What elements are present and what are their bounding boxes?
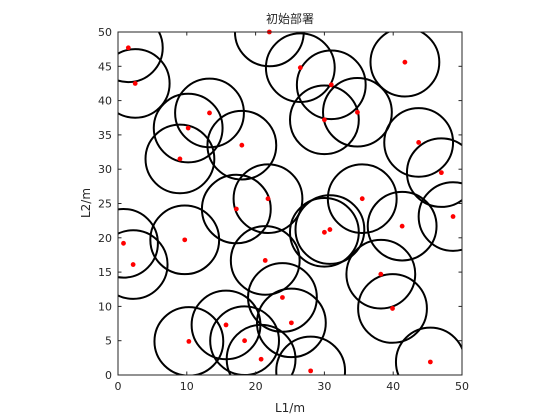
sensor-node-point — [399, 223, 405, 229]
coverage-circle — [118, 32, 164, 84]
sensor-node-point — [182, 237, 188, 243]
coverage-circle — [144, 123, 216, 195]
coverage-circle — [255, 287, 327, 359]
coverage-circle — [289, 197, 360, 268]
sensor-node-point — [242, 338, 247, 344]
sensor-node-point — [402, 59, 408, 65]
sensor-node-point — [308, 368, 314, 374]
sensor-node-point — [416, 140, 422, 145]
sensor-node-point — [239, 142, 245, 148]
sensor-node-point — [378, 271, 384, 277]
y-tick-label: 20 — [98, 232, 112, 245]
sensor-node-point — [258, 356, 264, 362]
coverage-circle — [295, 49, 367, 121]
y-tick-label: 0 — [105, 369, 112, 382]
sensor-node-point — [223, 322, 229, 328]
x-axis-label: L1/m — [275, 401, 305, 415]
y-tick-label: 25 — [98, 198, 112, 211]
sensor-node-point — [177, 156, 183, 162]
coverage-circle — [229, 225, 301, 296]
x-tick-label: 40 — [386, 380, 400, 393]
coverage-circle — [405, 137, 462, 208]
x-tick-label: 50 — [455, 380, 469, 393]
coverage-circle — [118, 229, 169, 300]
sensor-node-point — [265, 196, 271, 202]
sensor-node-point — [427, 359, 433, 365]
y-tick-label: 10 — [98, 300, 112, 313]
sensor-node-point — [280, 295, 285, 300]
sensor-node-point — [438, 170, 444, 176]
coverage-circle — [206, 109, 278, 181]
sensor-node-point — [322, 117, 327, 123]
sensor-node-point — [207, 110, 212, 116]
chart-title: 初始部署 — [266, 11, 314, 26]
sensor-node-point — [132, 81, 138, 86]
coverage-circle — [357, 273, 428, 344]
coverage-circle — [174, 77, 245, 149]
sensor-node-point — [355, 109, 360, 115]
y-tick-label: 45 — [98, 60, 112, 73]
sensor-node-point — [262, 258, 268, 263]
sensor-node-point — [297, 65, 303, 71]
y-tick-label: 35 — [98, 129, 112, 142]
sensor-node-point — [121, 240, 126, 246]
x-tick-label: 0 — [115, 380, 122, 393]
coverage-circle — [417, 181, 462, 252]
y-tick-label: 15 — [98, 266, 112, 279]
coverage-circles — [118, 32, 462, 375]
coverage-circle — [209, 305, 280, 375]
x-tick-label: 30 — [317, 380, 331, 393]
sensor-node-point — [322, 229, 327, 235]
x-tick-label: 10 — [180, 380, 194, 393]
sensor-node-point — [288, 320, 294, 326]
coverage-circle — [345, 238, 417, 310]
y-axis-label: L2/m — [79, 188, 93, 218]
y-tick-label: 40 — [98, 95, 112, 108]
sensor-node-point — [125, 45, 131, 51]
sensor-node-point — [233, 206, 239, 212]
sensor-node-point — [130, 262, 136, 267]
y-tick-label: 5 — [105, 335, 112, 348]
plot-area — [118, 32, 462, 375]
coverage-circle — [275, 335, 347, 375]
coverage-circle — [383, 107, 455, 178]
sensor-node-point — [327, 227, 333, 232]
coverage-circle — [394, 326, 462, 375]
y-tick-label: 50 — [98, 26, 112, 39]
sensor-node-point — [186, 338, 192, 344]
coverage-circle — [118, 207, 159, 279]
coverage-circle — [232, 163, 304, 234]
sensor-node-point — [390, 306, 395, 311]
coverage-circle — [153, 306, 225, 375]
sensor-node-point — [359, 196, 365, 202]
coverage-circle — [225, 323, 297, 375]
coverage-circle — [366, 190, 438, 262]
x-axis-ticks: 0 10 20 30 40 50 — [115, 32, 469, 393]
sensor-node-point — [450, 214, 456, 219]
coverage-circle — [149, 204, 221, 276]
coverage-circle — [289, 84, 360, 156]
y-tick-label: 30 — [98, 163, 112, 176]
coverage-circle — [118, 48, 171, 119]
coverage-circle — [152, 92, 224, 164]
coverage-circle — [322, 76, 393, 148]
coverage-circle — [369, 32, 441, 98]
sensor-node-point — [185, 125, 191, 131]
coverage-circle — [294, 194, 366, 265]
coverage-circle — [233, 32, 305, 68]
sensor-node-point — [328, 82, 334, 88]
y-axis-ticks: 0 5 10 15 20 25 30 35 40 45 50 — [98, 26, 462, 382]
x-tick-label: 20 — [249, 380, 263, 393]
